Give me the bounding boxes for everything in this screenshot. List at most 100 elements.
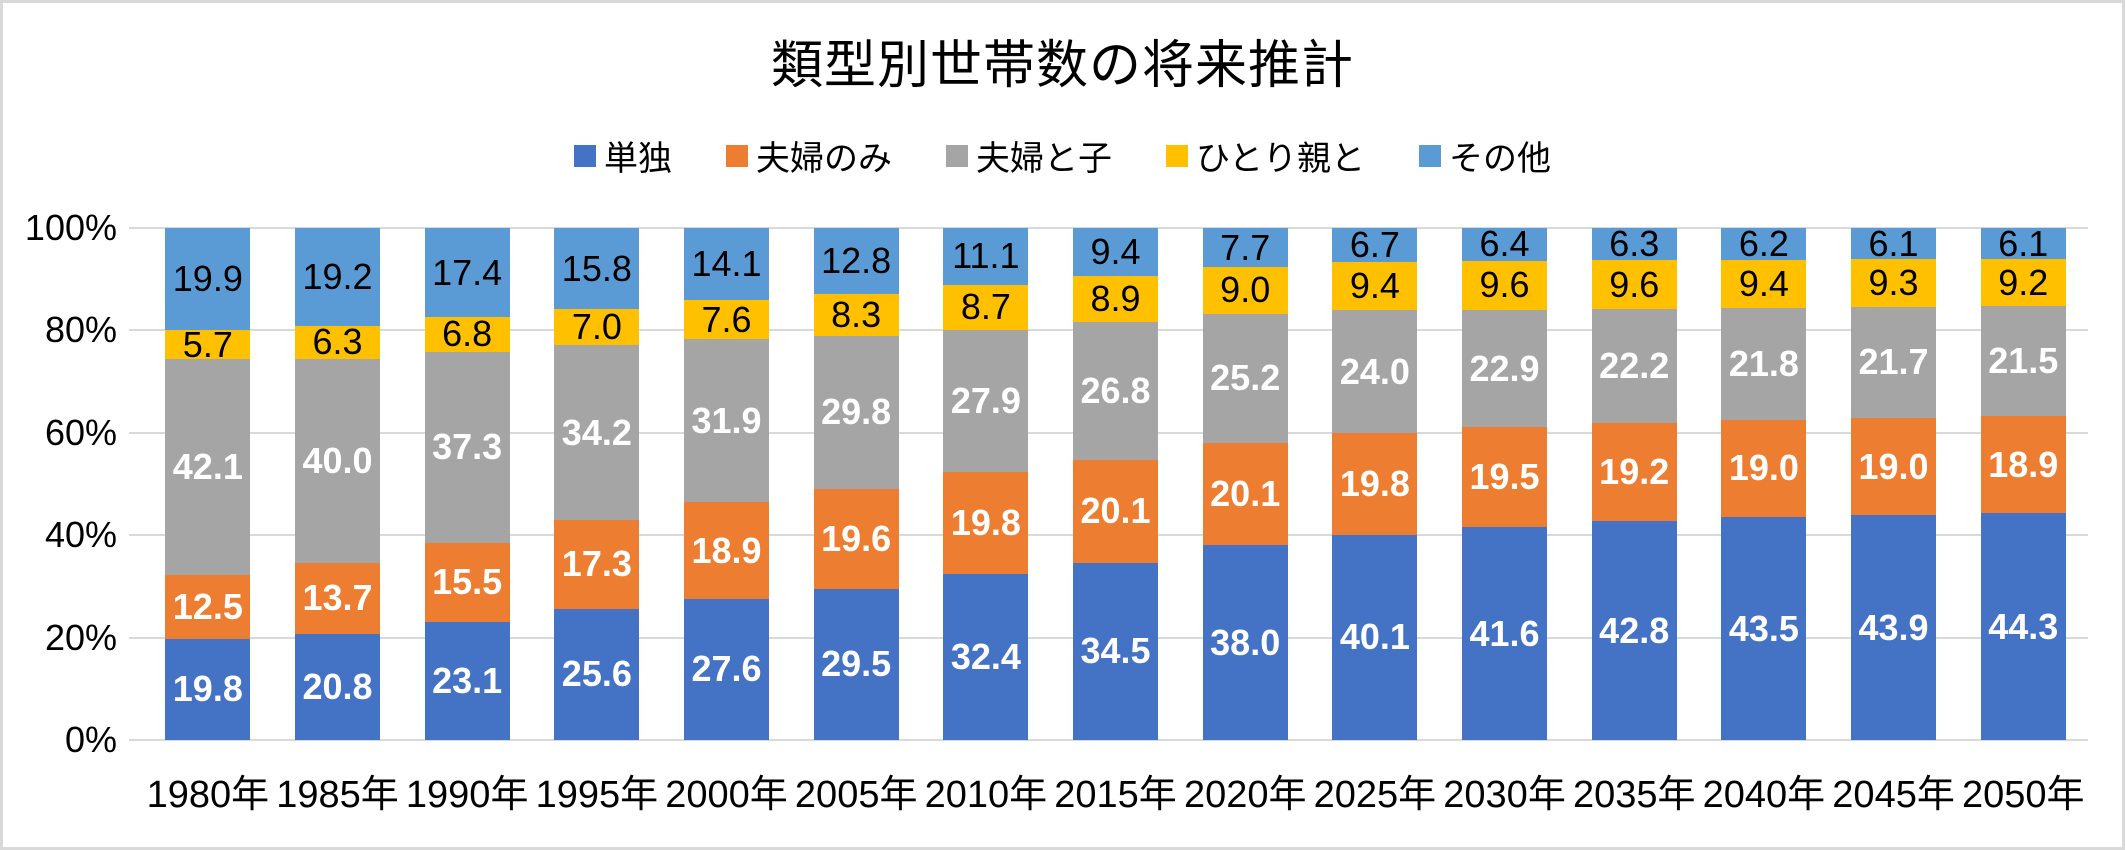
bar-segment[interactable]: 9.0 bbox=[1202, 267, 1288, 314]
bar-segment[interactable]: 34.2 bbox=[554, 344, 640, 521]
bar-segment[interactable]: 12.8 bbox=[813, 228, 899, 294]
bar-segment[interactable]: 24.0 bbox=[1332, 310, 1418, 434]
bar-segment[interactable]: 19.2 bbox=[295, 228, 380, 327]
bar-segment[interactable]: 5.7 bbox=[165, 326, 251, 362]
bar-segment[interactable]: 12.5 bbox=[165, 574, 251, 639]
bar-segment[interactable]: 9.6 bbox=[1591, 260, 1677, 310]
bar-segment[interactable]: 17.3 bbox=[554, 520, 640, 609]
bar-segment[interactable]: 42.1 bbox=[165, 359, 251, 575]
legend-item-3[interactable]: ひとり親と bbox=[1166, 131, 1365, 180]
data-label: 42.8 bbox=[1599, 609, 1670, 651]
bar-segment[interactable]: 32.4 bbox=[943, 573, 1029, 740]
bar-segment[interactable]: 19.2 bbox=[1591, 422, 1677, 522]
x-axis-label: 2000年 bbox=[665, 774, 788, 816]
bar-segment[interactable]: 20.1 bbox=[1202, 442, 1288, 546]
bar-segment[interactable]: 8.9 bbox=[1073, 276, 1159, 322]
data-label: 15.5 bbox=[432, 561, 503, 603]
bar-segment[interactable]: 15.8 bbox=[554, 228, 640, 309]
bar-segment[interactable]: 9.3 bbox=[1851, 259, 1937, 307]
bar-segment[interactable]: 19.6 bbox=[813, 488, 899, 589]
bar-segment[interactable]: 19.5 bbox=[1462, 427, 1548, 528]
bar-segment[interactable]: 42.8 bbox=[1591, 521, 1677, 740]
x-axis-label: 2005年 bbox=[794, 774, 918, 816]
bar-segment[interactable]: 25.6 bbox=[554, 608, 640, 740]
bar-segment[interactable]: 37.3 bbox=[424, 351, 510, 543]
bar-segment[interactable]: 6.8 bbox=[424, 316, 510, 352]
bar-segment[interactable]: 18.9 bbox=[1980, 416, 2066, 514]
bar-segment[interactable]: 8.7 bbox=[943, 284, 1029, 330]
bar-segment[interactable]: 29.8 bbox=[813, 336, 899, 489]
legend-item-0[interactable]: 単独 bbox=[574, 131, 672, 180]
bar-segment[interactable]: 15.5 bbox=[424, 542, 510, 622]
bar-segment[interactable]: 19.9 bbox=[165, 228, 251, 330]
bar-segment[interactable]: 40.1 bbox=[1332, 534, 1418, 740]
bar-segment[interactable]: 27.9 bbox=[943, 329, 1029, 473]
bar-segment[interactable]: 6.7 bbox=[1332, 227, 1418, 263]
bar-segment[interactable]: 34.5 bbox=[1073, 562, 1159, 740]
bar-segment[interactable]: 21.5 bbox=[1980, 306, 2066, 417]
bar-segment[interactable]: 43.9 bbox=[1851, 515, 1937, 740]
bar-segment[interactable]: 13.7 bbox=[295, 563, 380, 634]
bar-segment[interactable]: 19.8 bbox=[1332, 433, 1418, 535]
legend-swatch-icon bbox=[726, 144, 748, 167]
bar-column-5: 29.5 19.6 29.8 8.3 12.8 bbox=[791, 228, 921, 740]
bar-segment[interactable]: 7.6 bbox=[684, 300, 770, 340]
bar-segment[interactable]: 6.1 bbox=[1851, 225, 1937, 261]
stacked-bar: 43.5 19.0 21.8 9.4 6.2 bbox=[1721, 225, 1807, 740]
bar-segment[interactable]: 40.0 bbox=[295, 358, 380, 564]
bar-segment[interactable]: 41.6 bbox=[1462, 527, 1548, 740]
bar-segment[interactable]: 6.4 bbox=[1462, 226, 1548, 262]
bar-column-11: 42.8 19.2 22.2 9.6 6.3 bbox=[1569, 226, 1699, 740]
bar-segment[interactable]: 6.1 bbox=[1980, 225, 2066, 261]
y-axis-tick-label: 100% bbox=[24, 207, 117, 248]
bar-segment[interactable]: 18.9 bbox=[684, 502, 770, 599]
bar-segment[interactable]: 43.5 bbox=[1721, 517, 1807, 740]
bar-segment[interactable]: 19.8 bbox=[165, 638, 251, 740]
legend-item-1[interactable]: 夫婦のみ bbox=[726, 131, 892, 180]
bar-segment[interactable]: 38.0 bbox=[1202, 545, 1288, 740]
legend-item-4[interactable]: その他 bbox=[1418, 131, 1551, 180]
stacked-bar: 41.6 19.5 22.9 9.6 6.4 bbox=[1462, 226, 1548, 740]
bar-segment[interactable]: 9.2 bbox=[1980, 259, 2066, 307]
bar-segment[interactable]: 29.5 bbox=[813, 588, 899, 740]
bar-segment[interactable]: 19.0 bbox=[1851, 417, 1937, 516]
bar-segment[interactable]: 22.2 bbox=[1591, 309, 1677, 423]
bar-segment[interactable]: 19.0 bbox=[1721, 419, 1807, 518]
bar-segment[interactable]: 26.8 bbox=[1073, 322, 1159, 460]
bar-segment[interactable]: 8.3 bbox=[813, 293, 899, 337]
bar-segment[interactable]: 7.0 bbox=[554, 308, 640, 345]
bar-segment[interactable]: 6.2 bbox=[1721, 225, 1807, 261]
bar-segment[interactable]: 17.4 bbox=[424, 228, 510, 318]
bar-segment[interactable]: 27.6 bbox=[684, 598, 770, 740]
bar-segment[interactable]: 6.3 bbox=[1591, 226, 1677, 262]
bar-segment[interactable]: 7.7 bbox=[1202, 228, 1288, 268]
bar-segment[interactable]: 9.4 bbox=[1073, 228, 1159, 277]
legend-item-2[interactable]: 夫婦と子 bbox=[946, 131, 1112, 180]
bar-segment[interactable]: 20.8 bbox=[295, 633, 380, 740]
data-label: 9.4 bbox=[1090, 231, 1141, 273]
bar-segment[interactable]: 14.1 bbox=[684, 228, 770, 301]
bar-segment[interactable]: 9.6 bbox=[1462, 260, 1548, 310]
bar-segment[interactable]: 23.1 bbox=[424, 621, 510, 740]
bar-segment[interactable]: 44.3 bbox=[1980, 513, 2066, 740]
bar-segment[interactable]: 21.7 bbox=[1851, 306, 1937, 418]
bar-segment[interactable]: 6.3 bbox=[295, 324, 380, 360]
stacked-bar: 23.1 15.5 37.3 6.8 17.4 bbox=[424, 228, 510, 740]
data-label: 19.2 bbox=[302, 256, 373, 298]
data-label: 42.1 bbox=[172, 445, 243, 487]
bar-segment[interactable]: 11.1 bbox=[943, 228, 1029, 285]
bar-segment[interactable]: 9.4 bbox=[1332, 262, 1418, 311]
bar-segment[interactable]: 19.8 bbox=[943, 472, 1029, 574]
bar-segment[interactable]: 9.4 bbox=[1721, 259, 1807, 308]
y-axis-tick-label: 0% bbox=[64, 719, 117, 760]
bar-segment[interactable]: 31.9 bbox=[684, 339, 770, 503]
bar-segment[interactable]: 21.8 bbox=[1721, 307, 1807, 420]
data-label: 13.7 bbox=[302, 577, 373, 619]
bar-segment[interactable]: 22.9 bbox=[1462, 309, 1548, 428]
data-label: 23.1 bbox=[432, 659, 503, 701]
data-label: 40.1 bbox=[1339, 616, 1410, 658]
bar-segment[interactable]: 20.1 bbox=[1073, 459, 1159, 563]
bar-segment[interactable]: 25.2 bbox=[1202, 313, 1288, 443]
x-axis-label: 1980年 bbox=[146, 774, 270, 816]
gridline bbox=[129, 227, 2088, 229]
